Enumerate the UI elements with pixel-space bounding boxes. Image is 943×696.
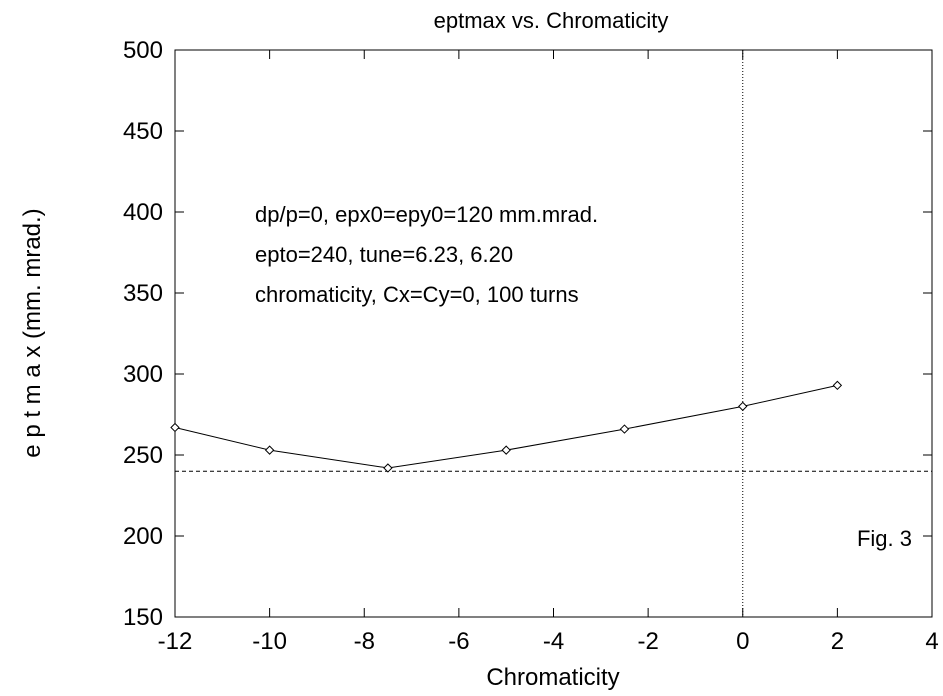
- annotation-line-0: dp/p=0, epx0=epy0=120 mm.mrad.: [255, 202, 598, 227]
- y-tick-label-7: 500: [123, 37, 163, 64]
- x-tick-label-8: 4: [925, 628, 938, 655]
- data-point-0-5: [738, 401, 748, 412]
- annotation-group: dp/p=0, epx0=epy0=120 mm.mrad. epto=240, …: [255, 202, 598, 307]
- x-tick-label-4: -4: [543, 628, 564, 655]
- series-group: [170, 380, 843, 473]
- data-point-0-1: [264, 445, 275, 455]
- y-tick-label-6: 450: [123, 118, 163, 145]
- x-tick-label-7: 2: [831, 628, 844, 655]
- data-point-0-6: [832, 380, 843, 391]
- reference-lines: [175, 50, 932, 617]
- data-point-0-4: [619, 424, 630, 434]
- y-tick-label-1: 200: [123, 523, 163, 550]
- data-point-0-2: [383, 463, 393, 473]
- x-tick-label-1: -10: [252, 628, 287, 655]
- annotation-line-2: chromaticity, Cx=Cy=0, 100 turns: [255, 282, 579, 307]
- x-axis-label: Chromaticity: [486, 664, 619, 691]
- x-tick-label-0: -12: [158, 628, 193, 655]
- chart-title: eptmax vs. Chromaticity: [434, 8, 669, 33]
- data-point-0-3: [501, 445, 511, 455]
- series-line-0: [174, 384, 838, 469]
- y-tick-label-3: 300: [123, 361, 163, 388]
- plot-area: [174, 49, 933, 618]
- y-tick-label-5: 400: [123, 199, 163, 226]
- annotation-line-1: epto=240, tune=6.23, 6.20: [255, 242, 513, 267]
- y-tick-label-4: 350: [123, 280, 163, 307]
- y-tick-label-2: 250: [123, 442, 163, 469]
- x-tick-label-5: -2: [637, 628, 658, 655]
- x-tick-label-2: -8: [354, 628, 375, 655]
- x-tick-label-3: -6: [448, 628, 469, 655]
- data-point-0-0: [170, 422, 180, 433]
- figure-label: Fig. 3: [857, 526, 912, 551]
- x-tick-label-6: 0: [736, 628, 749, 655]
- y-tick-label-0: 150: [123, 604, 163, 631]
- tick-group: -12 -10 -8 -6 -4 -2 0 2 4 150 200 250 300 350 400 450 50…: [123, 37, 939, 655]
- y-axis-label: e p t m a x (mm. mrad.): [19, 208, 46, 457]
